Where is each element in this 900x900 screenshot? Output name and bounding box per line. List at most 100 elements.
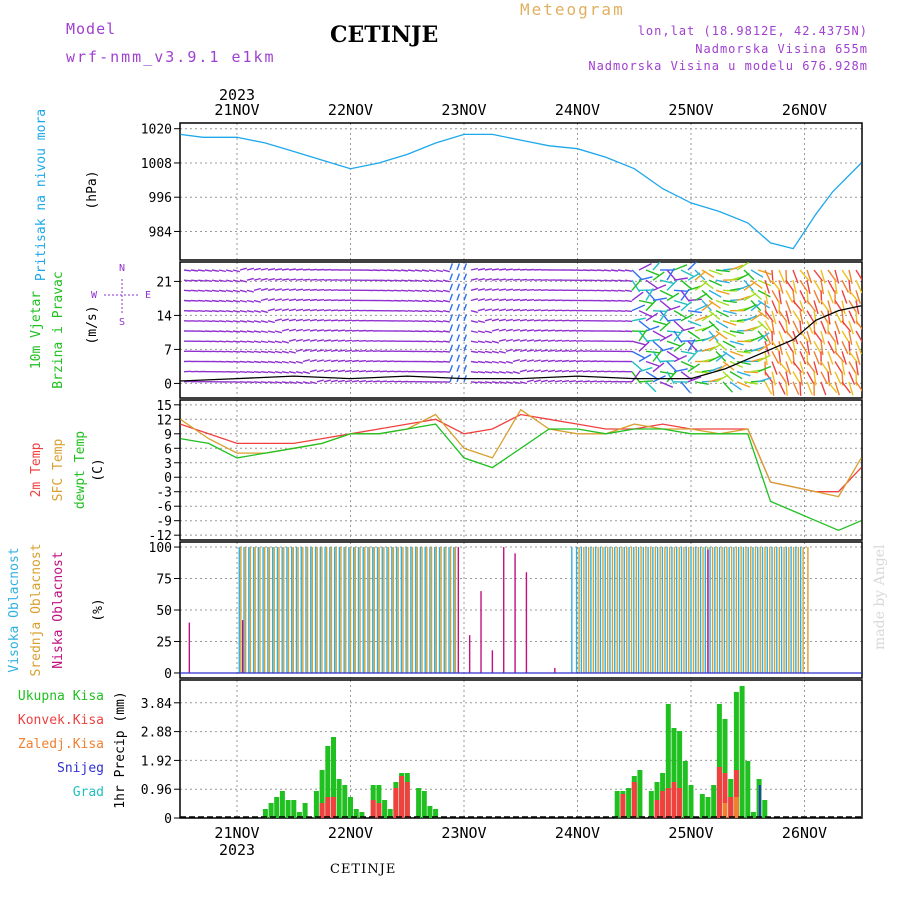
- wind-barb: [260, 360, 269, 364]
- wind-barb: [267, 278, 275, 281]
- wind-barb: [239, 299, 247, 303]
- wind-barb: [638, 330, 649, 343]
- wind-barb: [225, 320, 233, 323]
- wind-barb: [673, 354, 687, 363]
- wind-barb: [449, 263, 454, 271]
- wind-barb: [736, 295, 751, 302]
- wind-barb: [225, 269, 233, 273]
- wind-barb: [372, 269, 381, 272]
- wind-barb: [855, 300, 860, 315]
- wind-barb: [316, 268, 325, 271]
- wind-barb: [428, 269, 436, 273]
- wind-barb: [260, 287, 268, 292]
- wind-barb: [785, 300, 792, 314]
- wind-barb: [274, 308, 282, 312]
- precip-bar-conv: [733, 770, 739, 818]
- wind-barb: [484, 318, 492, 322]
- wind-barb: [841, 361, 846, 376]
- wind-barb: [519, 381, 527, 385]
- precip-bar-total: [626, 788, 632, 818]
- wind-barb: [694, 370, 709, 374]
- wind-barb: [274, 381, 283, 384]
- wind-barb: [834, 371, 842, 385]
- wind-barb: [813, 361, 819, 376]
- wind-barb: [274, 350, 282, 354]
- wind-barb: [715, 279, 730, 284]
- cloud-frame: [179, 541, 863, 679]
- wind-barb: [372, 350, 381, 353]
- wind-barb: [421, 269, 430, 272]
- wind-barb: [463, 263, 468, 271]
- wind-barb: [498, 370, 506, 374]
- wind-barb: [715, 330, 728, 340]
- precip-ytick-label: 3.84: [141, 697, 172, 712]
- x-year-top: 2023: [219, 86, 255, 104]
- wind-barb: [309, 318, 318, 322]
- wind-barb: [582, 370, 591, 373]
- wind-barb: [526, 329, 535, 332]
- wind-barb: [610, 299, 619, 302]
- wind-barb: [820, 320, 827, 335]
- wind-barb: [659, 299, 672, 310]
- wind-barb: [680, 360, 695, 368]
- wind-barb: [218, 299, 227, 303]
- wind-barb: [316, 329, 325, 332]
- cloud-ytick-label: 100: [149, 541, 172, 556]
- wind-barb: [750, 334, 765, 342]
- temp-line-1: [180, 413, 862, 493]
- wind-barb: [295, 370, 303, 374]
- wind-barb: [575, 350, 584, 353]
- wind-barb: [701, 335, 716, 342]
- wind-barb: [477, 360, 486, 364]
- wind-barb: [253, 360, 262, 364]
- wind-barb: [561, 369, 570, 373]
- wind-barb: [554, 359, 563, 363]
- precip-bar-total: [285, 800, 291, 818]
- wind-barb: [421, 320, 430, 323]
- wind-barb: [239, 320, 248, 323]
- wind-barb: [239, 279, 247, 283]
- wind-barb: [638, 366, 653, 373]
- wind-barbs: [183, 262, 862, 396]
- wind-barb: [673, 299, 688, 306]
- wind-barb: [379, 279, 388, 282]
- wind-barb: [505, 348, 513, 353]
- wind-barb: [484, 360, 493, 364]
- wind-barb: [253, 340, 262, 344]
- wind-barb: [330, 319, 338, 322]
- wind-barb: [575, 380, 583, 383]
- x-tick-top-label: 22NOV: [328, 101, 373, 119]
- precip-bar-total: [319, 770, 325, 818]
- wind-barb: [302, 268, 311, 271]
- wind-barb: [750, 346, 765, 352]
- wind-barb: [337, 359, 346, 363]
- wind-barb: [428, 309, 436, 313]
- wind-barb: [211, 340, 220, 343]
- wind-barb: [512, 278, 520, 281]
- wind-barb: [316, 319, 325, 322]
- wind-barb: [680, 269, 694, 278]
- wind-barb: [680, 289, 690, 302]
- x-tick-bottom-label: 24NOV: [555, 824, 600, 842]
- wind-barb: [295, 348, 303, 353]
- wind-barb: [491, 308, 499, 312]
- wind-barb: [463, 273, 468, 281]
- wind-barb: [582, 380, 590, 383]
- wind-barb: [449, 344, 454, 352]
- wind-barb: [498, 278, 507, 281]
- wind-barb: [309, 268, 318, 271]
- temperature-ytick-label: 15: [156, 399, 172, 414]
- wind-barb: [736, 340, 752, 343]
- wind-barb: [561, 329, 570, 332]
- wind-barb: [771, 371, 777, 386]
- cloud-ytick-label: 50: [156, 604, 172, 619]
- wind-barb: [638, 329, 648, 342]
- wind-barb: [729, 320, 744, 323]
- wind-barb: [267, 298, 275, 302]
- wind-barb: [638, 341, 650, 352]
- wind-barb: [477, 340, 485, 344]
- precip-bar-total: [739, 686, 745, 818]
- wind-barb: [365, 350, 374, 353]
- wind-barb: [316, 369, 324, 373]
- pressure-unit: (hPa): [85, 170, 100, 209]
